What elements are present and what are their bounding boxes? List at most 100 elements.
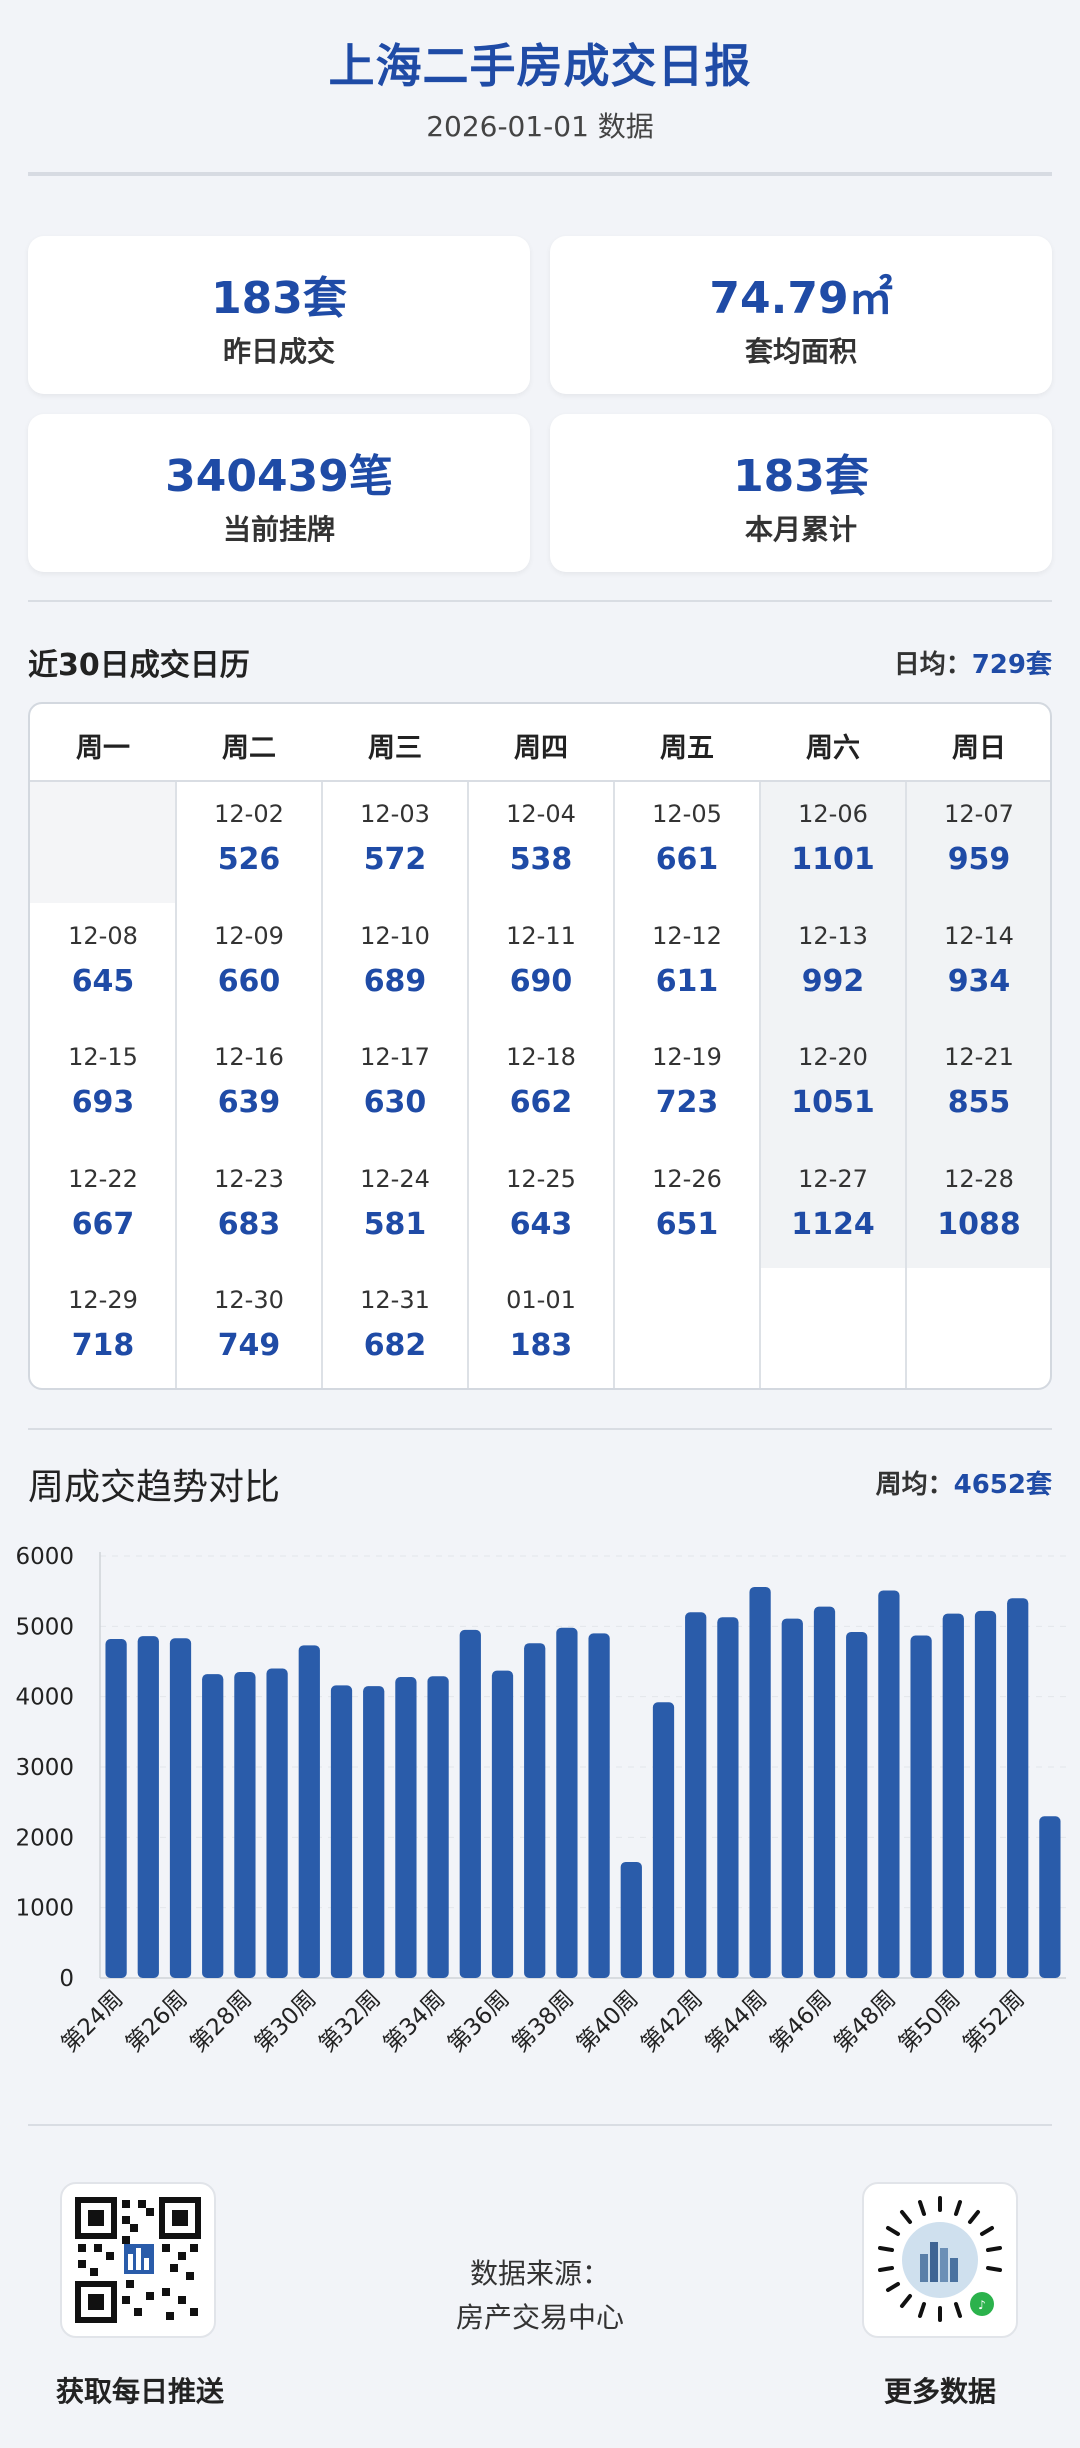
- bar-第53周: [1039, 1816, 1061, 1978]
- calendar-date: 12-26: [652, 1164, 722, 1193]
- stat-value: 340439笔: [165, 451, 393, 502]
- calendar-day-cell: 12-17 630: [322, 1025, 468, 1146]
- weekday-tue: 周二: [222, 733, 276, 764]
- calendar-deals: 1101: [791, 842, 875, 877]
- bar-第38周: [556, 1627, 578, 1978]
- calendar-day-cell: [614, 1268, 760, 1388]
- calendar-date: 12-28: [944, 1164, 1014, 1193]
- bar-第51周: [974, 1610, 997, 1978]
- calendar-date: 12-15: [68, 1043, 138, 1071]
- calendar-deals: 718: [71, 1328, 135, 1363]
- svg-text:♪: ♪: [978, 2298, 986, 2312]
- calendar-day-cell: 12-10 689: [322, 904, 468, 1025]
- weekday-mon: 周一: [76, 733, 130, 764]
- calendar-day-cell: 12-19 723: [614, 1025, 760, 1146]
- page-title: 上海二手房成交日报: [328, 39, 752, 93]
- data-source-label: 数据来源：: [469, 2257, 610, 2290]
- calendar-day-cell: 12-14 934: [906, 904, 1050, 1025]
- calendar-deals: 639: [217, 1085, 281, 1120]
- stat-card-month-total: 183套 本月累计: [550, 414, 1052, 572]
- calendar-day-cell: 12-05 661: [614, 782, 760, 903]
- bar-第46周: [813, 1606, 836, 1978]
- calendar-date: 12-09: [214, 921, 284, 950]
- calendar-deals: 643: [509, 1206, 573, 1242]
- more-data-label: 更多数据: [883, 2375, 996, 2408]
- calendar-day-cell: 12-09 660: [176, 904, 322, 1025]
- weekly-avg: 周均：4652套: [876, 1464, 1052, 1501]
- divider: [28, 1428, 1052, 1430]
- daily-avg-label: 日均：: [893, 650, 972, 680]
- mini-program-code-icon: ♪: [878, 2196, 1002, 2322]
- calendar-deals: 183: [509, 1328, 573, 1363]
- calendar-day-cell: 12-29 718: [30, 1268, 176, 1388]
- calendar-deals: 723: [655, 1085, 719, 1120]
- calendar-day-cell: [906, 1268, 1050, 1388]
- calendar-date: 01-01: [506, 1286, 576, 1314]
- data-source-name: 房产交易中心: [455, 2301, 624, 2334]
- x-tick-label: 第42周: [636, 1986, 708, 2058]
- y-tick-label: 1000: [15, 1896, 74, 1922]
- calendar-date: 12-10: [360, 921, 430, 950]
- calendar-day-cell: 12-06 1101: [760, 782, 906, 903]
- calendar-date: 12-30: [214, 1286, 284, 1314]
- x-tick-label: 第46周: [765, 1986, 837, 2058]
- calendar-deals: 645: [71, 963, 135, 999]
- calendar-deals: 662: [509, 1085, 573, 1120]
- calendar-day-cell: 12-26 651: [614, 1147, 760, 1268]
- calendar-deals: 526: [217, 842, 281, 877]
- bar-第44周: [749, 1586, 771, 1978]
- x-tick-label: 第32周: [314, 1986, 386, 2058]
- calendar-day-cell: 12-18 662: [468, 1025, 614, 1146]
- bar-第36周: [491, 1670, 514, 1978]
- mini-program-code[interactable]: ♪: [862, 2182, 1018, 2338]
- column-divider: [613, 782, 615, 1388]
- x-tick-label: 第52周: [958, 1986, 1030, 2058]
- stat-card-yesterday-deals: 183套 昨日成交: [28, 236, 530, 394]
- calendar-day-cell: 01-01 183: [468, 1268, 614, 1388]
- calendar-title: 近30日成交日历: [28, 648, 250, 683]
- calendar-date: 12-22: [68, 1164, 138, 1193]
- bar-第48周: [878, 1590, 900, 1978]
- y-tick-label: 4000: [15, 1685, 74, 1711]
- qr-code-daily-push[interactable]: [60, 2182, 216, 2338]
- calendar-date: 12-19: [652, 1043, 722, 1071]
- calendar-deals: 538: [509, 842, 573, 877]
- calendar-day-cell: 12-08 645: [30, 904, 176, 1025]
- y-tick-label: 0: [59, 1966, 74, 1992]
- weekday-sun: 周日: [952, 733, 1006, 764]
- calendar-day-cell: 12-04 538: [468, 782, 614, 903]
- bar-第39周: [588, 1633, 610, 1978]
- bar-第28周: [234, 1672, 256, 1978]
- bar-第40周: [620, 1861, 642, 1978]
- calendar-grid: 周一 周二 周三 周四 周五 周六 周日 12-02 526 12-03 572 12-…: [28, 702, 1052, 1390]
- calendar-date: 12-14: [944, 921, 1014, 950]
- x-tick-label: 第50周: [894, 1986, 966, 2058]
- stat-card-listings: 340439笔 当前挂牌: [28, 414, 530, 572]
- calendar-day-cell: 12-21 855: [906, 1025, 1050, 1146]
- calendar-date: 12-23: [214, 1164, 284, 1193]
- get-daily-push-label: 获取每日推送: [55, 2375, 224, 2408]
- weekday-wed: 周三: [368, 733, 422, 764]
- y-tick-label: 6000: [15, 1544, 74, 1570]
- x-tick-label: 第34周: [379, 1986, 451, 2058]
- bar-第35周: [459, 1629, 481, 1978]
- calendar-day-cell: 12-13 992: [760, 904, 906, 1025]
- calendar-date: 12-29: [68, 1286, 138, 1314]
- qr-code-icon: [75, 2197, 201, 2323]
- calendar-date: 12-16: [214, 1043, 284, 1071]
- calendar-date: 12-06: [798, 800, 868, 828]
- bar-第32周: [363, 1686, 385, 1978]
- calendar-daily-avg: 日均：729套: [894, 644, 1052, 681]
- bar-第24周: [105, 1638, 127, 1978]
- stat-value: 183套: [733, 451, 869, 502]
- column-divider: [175, 782, 177, 1388]
- x-tick-label: 第28周: [186, 1986, 258, 2058]
- weekly-avg-label: 周均：: [875, 1470, 954, 1500]
- calendar-date: 12-21: [944, 1043, 1014, 1071]
- calendar-deals: 682: [363, 1328, 427, 1363]
- calendar-date: 12-07: [944, 800, 1014, 828]
- bar-第33周: [395, 1676, 417, 1978]
- weekend-shade-sun: [906, 782, 1050, 1268]
- calendar-deals: 581: [363, 1206, 427, 1242]
- calendar-day-cell: 12-27 1124: [760, 1147, 906, 1268]
